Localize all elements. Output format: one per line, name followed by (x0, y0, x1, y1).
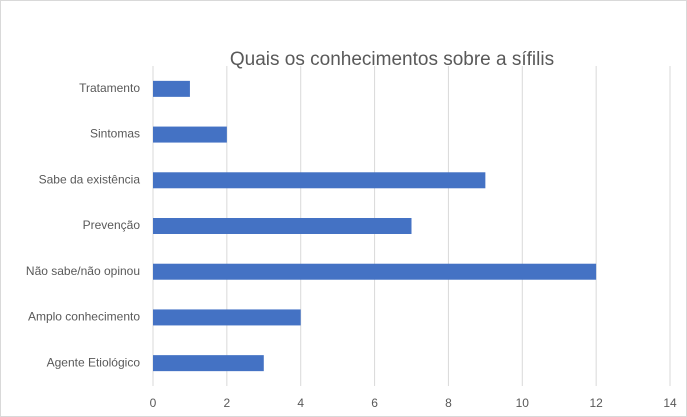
x-tick-label: 6 (371, 396, 378, 410)
bar (153, 126, 227, 143)
y-tick-label: Agente Etiológico (47, 355, 141, 369)
bar (153, 80, 190, 97)
y-tick-label: Amplo conhecimento (28, 310, 140, 324)
x-tick-label: 10 (516, 396, 530, 410)
y-tick-label: Sintomas (90, 127, 140, 141)
bar (153, 263, 597, 280)
x-tick-label: 8 (445, 396, 452, 410)
bar (153, 172, 486, 189)
x-tick-label: 14 (663, 396, 677, 410)
x-tick-label: 2 (224, 396, 231, 410)
x-tick-label: 12 (589, 396, 603, 410)
bar (153, 355, 264, 372)
x-tick-label: 4 (297, 396, 304, 410)
chart-title: Quais os conhecimentos sobre a sífilis (230, 49, 554, 70)
y-tick-label: Tratamento (79, 81, 140, 95)
bar (153, 309, 301, 326)
bar (153, 218, 412, 234)
y-tick-label: Sabe da existência (39, 172, 141, 186)
y-tick-label: Prevenção (83, 218, 141, 232)
y-tick-label: Não sabe/não opinou (26, 264, 140, 278)
x-tick-label: 0 (150, 396, 157, 410)
